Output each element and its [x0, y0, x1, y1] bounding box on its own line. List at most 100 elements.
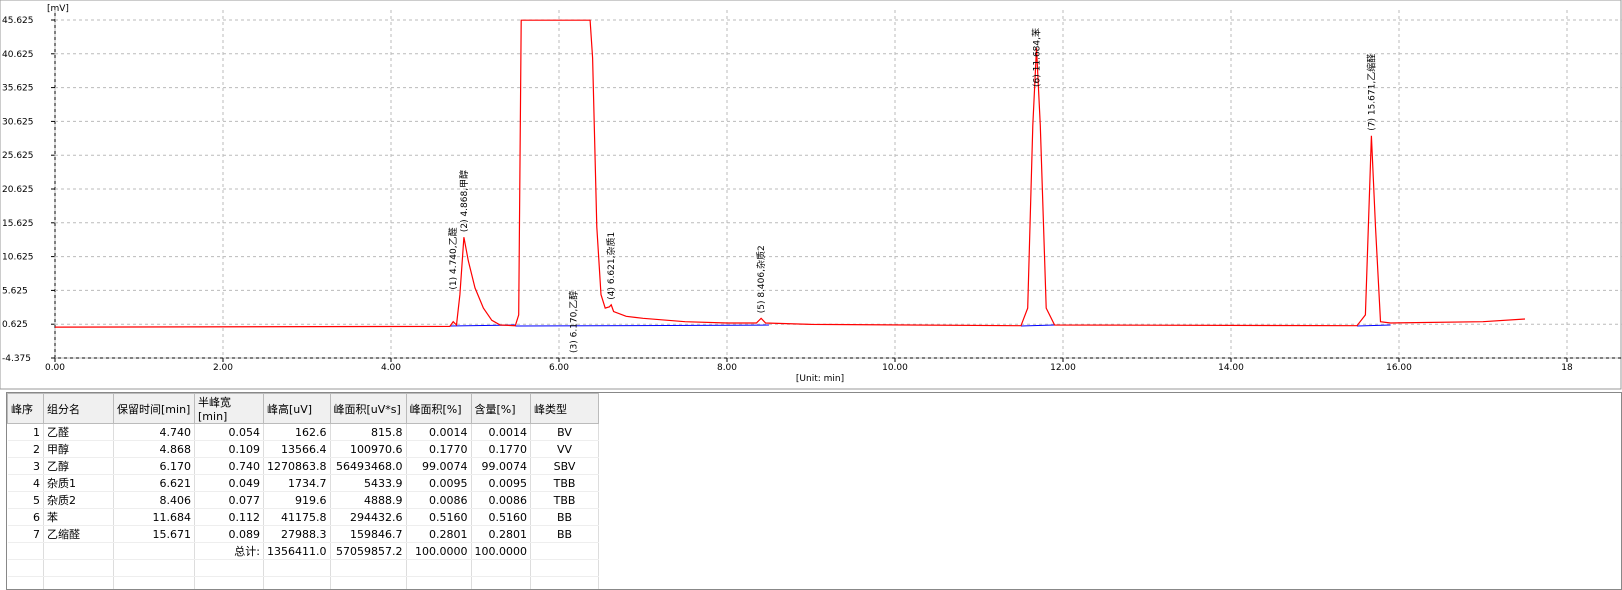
- column-header: 保留时间[min]: [113, 393, 195, 424]
- table-cell: 4: [7, 474, 44, 492]
- y-tick-label: 10.625: [2, 253, 34, 263]
- table-cell: 0.0014: [406, 423, 472, 441]
- table-cell: 甲醇: [43, 440, 114, 458]
- table-cell: 8.406: [113, 491, 195, 509]
- table-cell: [471, 559, 531, 577]
- x-tick-label: 0.00: [45, 363, 65, 373]
- table-cell: [7, 576, 44, 589]
- y-tick-label: 45.625: [2, 16, 34, 26]
- table-cell: 1: [7, 423, 44, 441]
- table-cell: 0.2801: [406, 525, 472, 543]
- baseline: [1020, 324, 1055, 327]
- table-cell: 56493468.0: [330, 457, 407, 475]
- result-table: 峰序 组分名 保留时间[min] 半峰宽[min] 峰高[uV] 峰面积[uV*s] 峰面积…: [7, 393, 599, 589]
- y-tick-label: 30.625: [2, 117, 34, 127]
- column-header: 半峰宽[min]: [194, 393, 264, 424]
- x-tick-label: 14.00: [1218, 363, 1244, 373]
- table-cell: 5: [7, 491, 44, 509]
- table-cell: 4888.9: [330, 491, 407, 509]
- table-cell: 99.0074: [406, 457, 472, 475]
- peak-label: (7) 15.671,乙缩醛: [1365, 54, 1377, 131]
- table-row: 2 甲醇 4.868 0.109 13566.4 100970.6 0.1770 0.1770…: [7, 440, 599, 458]
- table-row: 3 乙醇 6.170 0.740 1270863.8 56493468.0 99.0074 9…: [7, 457, 599, 475]
- table-cell: TBB: [530, 491, 599, 509]
- table-cell: BV: [530, 423, 599, 441]
- table-cell: [406, 559, 472, 577]
- table-cell: [113, 542, 195, 560]
- table-cell: 0.0086: [471, 491, 531, 509]
- peak-label: (4) 6.621,杂质1: [605, 232, 617, 300]
- chart-frame: [0, 0, 1622, 390]
- table-cell: 0.109: [194, 440, 264, 458]
- x-tick-label: 4.00: [381, 363, 401, 373]
- y-tick-label: 5.625: [2, 286, 28, 296]
- column-header: 组分名: [43, 393, 114, 424]
- table-cell: 0.0095: [406, 474, 472, 492]
- table-row: 5 杂质2 8.406 0.077 919.6 4888.9 0.0086 0.0086 TBB: [7, 491, 599, 509]
- table-row: 4 杂质1 6.621 0.049 1734.7 5433.9 0.0095 0.0095 TB…: [7, 474, 599, 492]
- table-cell: 5433.9: [330, 474, 407, 492]
- table-cell: [194, 559, 264, 577]
- table-cell: 57059857.2: [330, 542, 407, 560]
- total-row: 总计: 1356411.0 57059857.2 100.0000 100.0000: [7, 542, 599, 560]
- peak-label: (5) 8.406,杂质2: [755, 245, 767, 313]
- y-tick-label: 25.625: [2, 151, 34, 161]
- table-cell: 99.0074: [471, 457, 531, 475]
- table-cell: 41175.8: [263, 508, 331, 526]
- table-cell: BB: [530, 525, 599, 543]
- x-tick-label: 18: [1561, 363, 1573, 373]
- y-tick-label: 35.625: [2, 84, 34, 94]
- table-cell: 0.5160: [471, 508, 531, 526]
- table-cell: [263, 559, 331, 577]
- table-cell: 6.621: [113, 474, 195, 492]
- table-cell: [43, 576, 114, 589]
- table-cell: 杂质1: [43, 474, 114, 492]
- table-cell: [471, 576, 531, 589]
- table-cell: 0.740: [194, 457, 264, 475]
- table-cell: 100.0000: [471, 542, 531, 560]
- table-cell: [194, 576, 264, 589]
- x-axis-label: [Unit: min]: [796, 374, 844, 384]
- peak-label: (6) 11.684,苯: [1030, 28, 1042, 87]
- table-cell: [530, 559, 599, 577]
- peak-label: (2) 4.868,甲醇: [458, 170, 470, 232]
- table-cell: 294432.6: [330, 508, 407, 526]
- table-row: 1 乙醛 4.740 0.054 162.6 815.8 0.0014 0.0014 BV: [7, 423, 599, 441]
- table-cell: 乙醇: [43, 457, 114, 475]
- y-tick-label: -4.375: [2, 354, 31, 364]
- table-cell: BB: [530, 508, 599, 526]
- table-cell: [113, 559, 195, 577]
- table-cell: 乙缩醛: [43, 525, 114, 543]
- table-cell: 0.112: [194, 508, 264, 526]
- baseline: [1356, 324, 1391, 327]
- table-cell: 100.0000: [406, 542, 472, 560]
- table-cell: 0.5160: [406, 508, 472, 526]
- table-cell: 0.1770: [406, 440, 472, 458]
- result-table-panel: 峰序 组分名 保留时间[min] 半峰宽[min] 峰高[uV] 峰面积[uV*s] 峰面积…: [6, 392, 1622, 590]
- table-cell: 0.054: [194, 423, 264, 441]
- table-cell: [330, 559, 407, 577]
- table-cell: 13566.4: [263, 440, 331, 458]
- table-cell: [330, 576, 407, 589]
- column-header: 含量[%]: [470, 393, 531, 424]
- table-cell: 0.0086: [406, 491, 472, 509]
- peak-label: (3) 6.170,乙醇: [567, 291, 579, 353]
- y-tick-label: 0.625: [2, 320, 28, 330]
- signal-trace: [54, 19, 1526, 328]
- x-tick-label: 6.00: [549, 363, 569, 373]
- table-row: 7 乙缩醛 15.671 0.089 27988.3 159846.7 0.2801 0.28…: [7, 525, 599, 543]
- table-cell: 1734.7: [263, 474, 331, 492]
- table-cell: 0.077: [194, 491, 264, 509]
- column-header: 峰高[uV]: [263, 393, 331, 424]
- table-cell: 总计:: [194, 542, 264, 560]
- table-cell: 0.0014: [471, 423, 531, 441]
- y-axis-label: [mV]: [47, 4, 69, 14]
- table-cell: 6: [7, 508, 44, 526]
- table-cell: 0.2801: [471, 525, 531, 543]
- empty-row: [7, 576, 599, 589]
- column-header: 峰面积[%]: [405, 393, 472, 424]
- table-cell: VV: [530, 440, 599, 458]
- table-cell: 杂质2: [43, 491, 114, 509]
- table-cell: 919.6: [263, 491, 331, 509]
- table-cell: [7, 559, 44, 577]
